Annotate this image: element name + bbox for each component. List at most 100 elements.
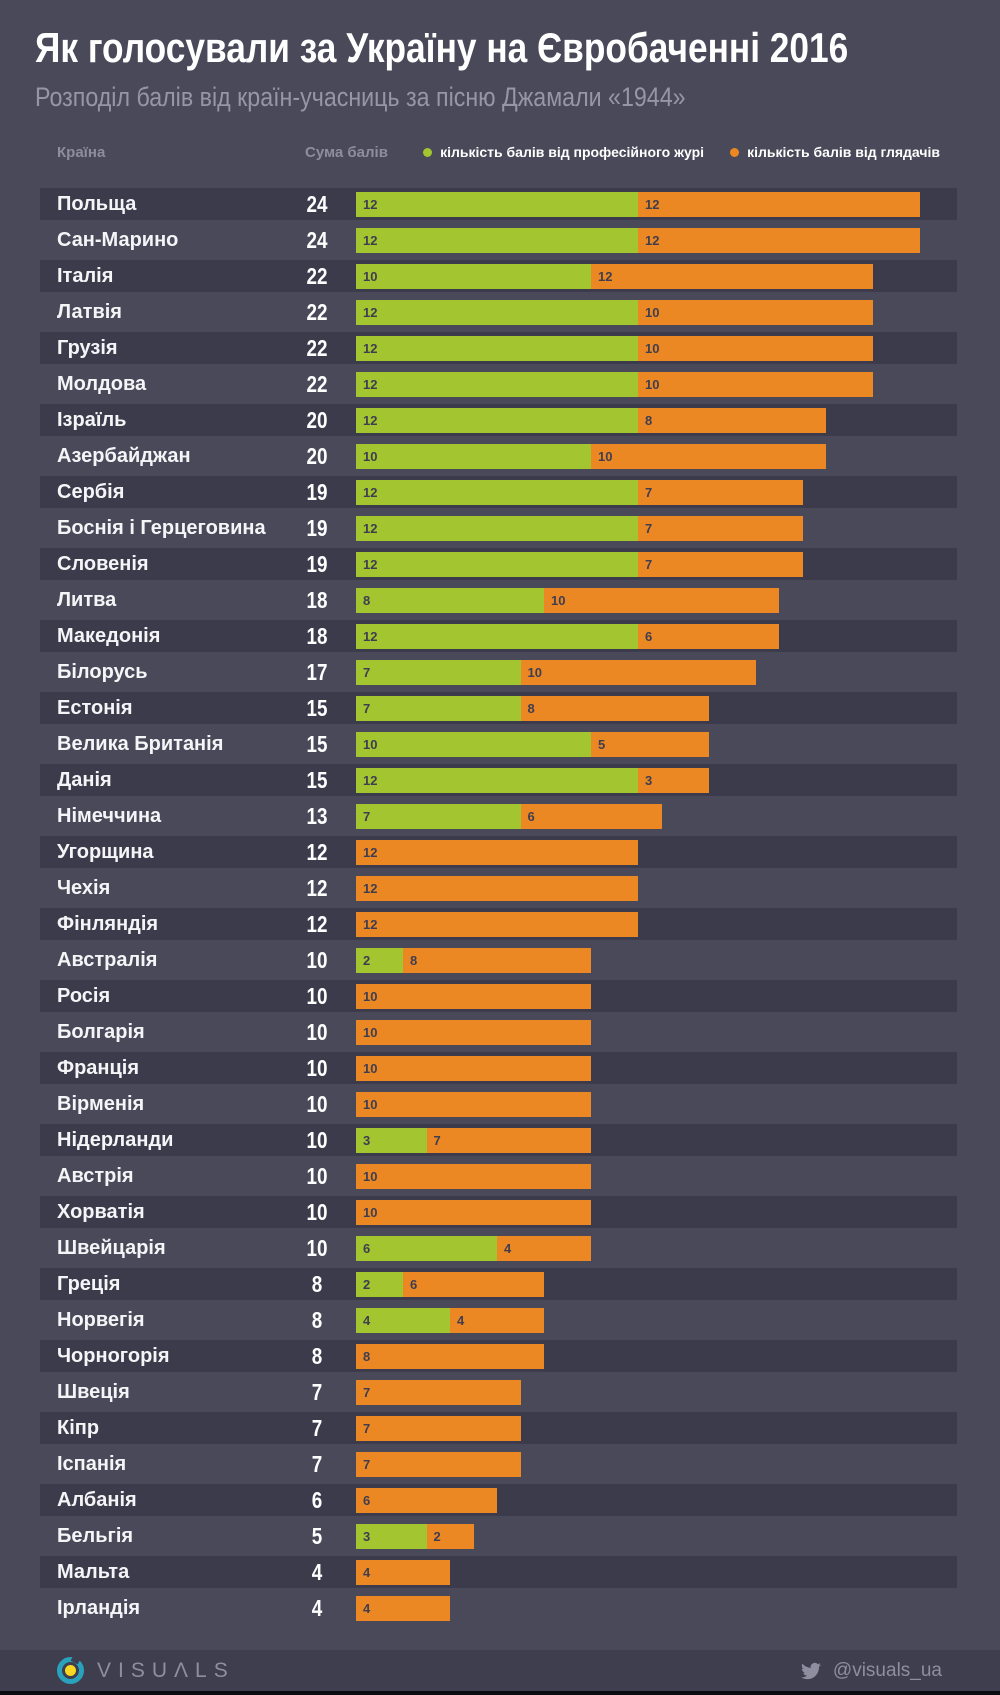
audience-points-label: 7 <box>645 484 653 500</box>
total-points: 24 <box>306 190 328 217</box>
audience-points-label: 8 <box>645 412 653 428</box>
audience-bar-segment: 10 <box>544 587 779 613</box>
country-label: Чорногорія <box>57 1344 170 1367</box>
audience-points-label: 8 <box>410 952 418 968</box>
table-row: Ірландія 4 4 <box>40 1592 957 1624</box>
audience-bar-segment: 12 <box>356 911 638 937</box>
total-points: 10 <box>306 1054 328 1081</box>
country-label: Іспанія <box>57 1452 127 1475</box>
audience-bar-segment: 4 <box>356 1559 450 1585</box>
audience-bar-segment: 12 <box>356 839 638 865</box>
table-row: Велика Британія 15 10 5 <box>40 728 957 760</box>
audience-bar-segment: 12 <box>638 227 920 253</box>
total-points: 10 <box>306 1234 328 1261</box>
audience-points-label: 7 <box>645 556 653 572</box>
audience-points-label: 12 <box>645 196 660 212</box>
table-row: Росія 10 10 <box>40 980 957 1012</box>
country-label: Азербайджан <box>57 444 191 467</box>
jury-points-label: 12 <box>363 196 378 212</box>
jury-bar-segment: 7 <box>356 695 521 721</box>
audience-points-label: 10 <box>363 988 378 1004</box>
audience-points-label: 10 <box>645 304 660 320</box>
country-label: Велика Британія <box>57 732 224 755</box>
table-row: Бельгія 5 3 2 <box>40 1520 957 1552</box>
audience-bar-segment: 10 <box>638 335 873 361</box>
jury-points-label: 7 <box>363 808 371 824</box>
table-row: Іспанія 7 7 <box>40 1448 957 1480</box>
points-bar: 10 <box>356 983 591 1009</box>
country-label: Латвія <box>57 300 122 323</box>
jury-points-label: 7 <box>363 664 371 680</box>
jury-bar-segment: 12 <box>356 299 638 325</box>
jury-points-label: 6 <box>363 1240 371 1256</box>
audience-bar-segment: 8 <box>520 695 709 721</box>
audience-points-label: 12 <box>363 844 378 860</box>
total-points: 7 <box>311 1450 323 1477</box>
country-label: Кіпр <box>57 1416 100 1439</box>
points-bar: 10 12 <box>356 263 873 289</box>
audience-bar-segment: 4 <box>450 1307 544 1333</box>
points-bar: 10 <box>356 1019 591 1045</box>
audience-points-label: 6 <box>363 1492 371 1508</box>
audience-bar-segment: 4 <box>497 1235 591 1261</box>
table-row: Австралія 10 2 8 <box>40 944 957 976</box>
jury-bar-segment: 12 <box>356 191 638 217</box>
total-points: 17 <box>306 658 328 685</box>
points-bar: 10 10 <box>356 443 826 469</box>
jury-points-label: 7 <box>363 700 371 716</box>
table-header: Країна Сума балів кількість балів від пр… <box>40 142 957 162</box>
table-row: Сербія 19 12 7 <box>40 476 957 508</box>
jury-bar-segment: 12 <box>356 551 638 577</box>
total-points: 12 <box>306 838 328 865</box>
points-bar: 10 <box>356 1091 591 1117</box>
points-bar: 12 <box>356 839 638 865</box>
points-bar: 12 3 <box>356 767 709 793</box>
legend-item-jury: кількість балів від професійного журі <box>423 144 704 160</box>
total-points: 12 <box>306 910 328 937</box>
audience-points-label: 5 <box>598 736 606 752</box>
total-points: 22 <box>306 334 328 361</box>
table-row: Австрія 10 10 <box>40 1160 957 1192</box>
jury-bar-segment: 12 <box>356 227 638 253</box>
jury-points-label: 3 <box>363 1132 371 1148</box>
jury-bar-segment: 7 <box>356 803 521 829</box>
audience-bar-segment: 4 <box>356 1595 450 1621</box>
country-label: Білорусь <box>57 660 148 683</box>
country-label: Естонія <box>57 696 133 719</box>
country-label: Ірландія <box>57 1596 141 1619</box>
jury-bar-segment: 12 <box>356 479 638 505</box>
jury-dot-icon <box>423 147 433 157</box>
audience-bar-segment: 8 <box>356 1343 544 1369</box>
total-points: 20 <box>306 442 328 469</box>
twitter-icon <box>800 1662 821 1679</box>
total-points: 12 <box>306 874 328 901</box>
points-bar: 12 10 <box>356 371 873 397</box>
audience-points-label: 10 <box>645 340 660 356</box>
audience-points-label: 7 <box>363 1420 371 1436</box>
country-label: Росія <box>57 984 111 1007</box>
jury-points-label: 12 <box>363 556 378 572</box>
jury-bar-segment: 12 <box>356 515 638 541</box>
total-points: 19 <box>306 514 328 541</box>
country-label: Данія <box>57 768 112 791</box>
twitter-handle[interactable]: @visuals_ua <box>799 1660 942 1682</box>
country-label: Молдова <box>57 372 147 395</box>
twitter-handle-text[interactable]: @visuals_ua <box>832 1659 942 1681</box>
table-row: Болгарія 10 10 <box>40 1016 957 1048</box>
audience-points-label: 12 <box>645 232 660 248</box>
table-row: Естонія 15 7 8 <box>40 692 957 724</box>
points-bar: 12 7 <box>356 479 803 505</box>
country-label: Сан-Марино <box>57 228 179 251</box>
total-points: 22 <box>306 262 328 289</box>
jury-bar-segment: 10 <box>356 731 591 757</box>
jury-points-label: 12 <box>363 232 378 248</box>
points-bar: 12 6 <box>356 623 779 649</box>
country-label: Боснія і Герцеговина <box>57 516 266 539</box>
jury-points-label: 12 <box>363 628 378 644</box>
jury-points-label: 10 <box>363 448 378 464</box>
audience-points-label: 10 <box>363 1168 378 1184</box>
table-row: Фінляндія 12 12 <box>40 908 957 940</box>
total-points: 15 <box>306 766 328 793</box>
jury-points-label: 8 <box>363 592 371 608</box>
country-label: Вірменія <box>57 1092 145 1115</box>
